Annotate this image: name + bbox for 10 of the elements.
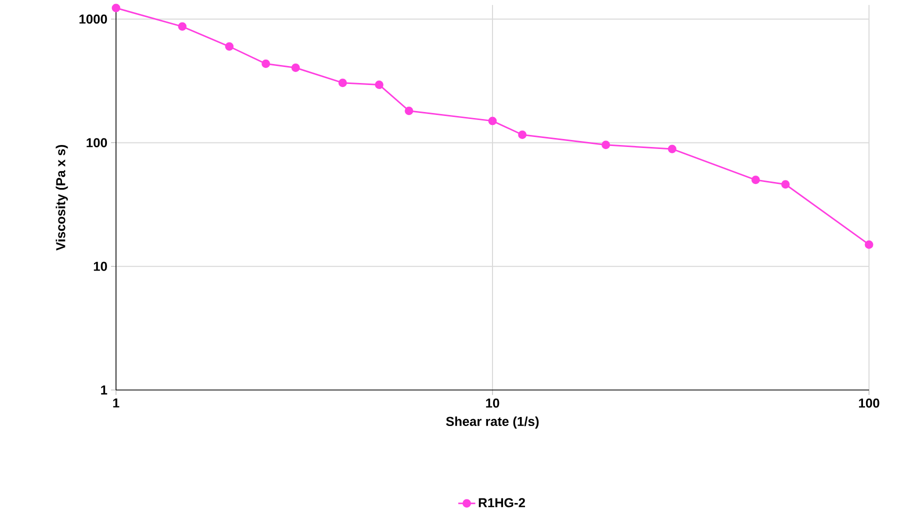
y-axis-title: Viscosity (Pa x s) — [56, 144, 68, 251]
x-tick-label: 10 — [486, 398, 500, 408]
x-tick-label: 100 — [859, 398, 880, 408]
legend-label: R1HG-2 — [478, 498, 525, 508]
x-tick-label: 1 — [113, 398, 120, 408]
y-tick-label: 1 — [101, 386, 108, 394]
x-axis-title: Shear rate (1/s) — [446, 416, 539, 429]
y-tick-label: 1000 — [80, 14, 107, 24]
y-tick-label: 100 — [86, 138, 107, 148]
y-tick-label: 10 — [94, 262, 107, 271]
